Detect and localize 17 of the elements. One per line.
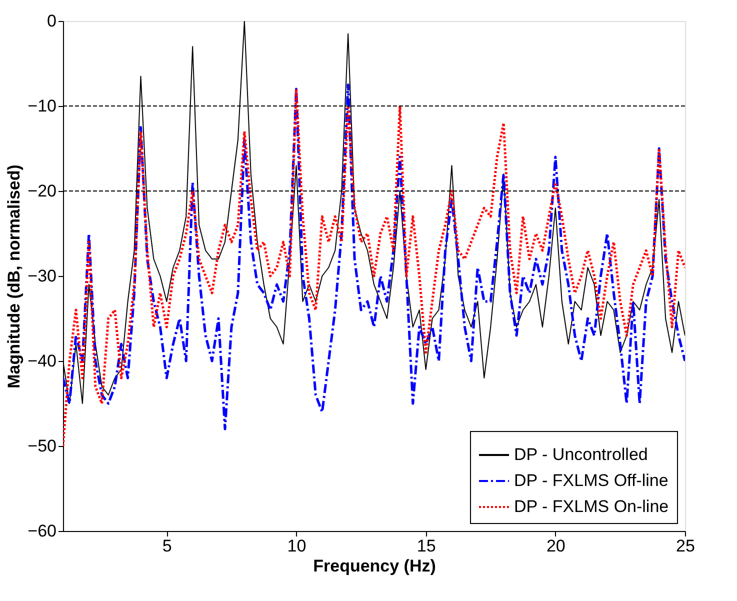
legend-label: DP - Uncontrolled [514, 445, 648, 464]
x-tick-label: 5 [162, 536, 172, 556]
legend-label: DP - FXLMS Off-line [514, 471, 668, 490]
x-tick-label: 15 [416, 536, 436, 556]
x-tick-label: 20 [546, 536, 566, 556]
y-tick-label: −20 [28, 182, 56, 200]
x-axis-title: Frequency (Hz) [313, 556, 436, 576]
y-axis-title: Magnitude (dB, normalised) [4, 164, 24, 388]
y-tick-label: −40 [28, 352, 56, 370]
x-tick-label: 25 [676, 536, 695, 556]
y-tick-label: 0 [47, 12, 56, 30]
x-tick-label: 10 [287, 536, 306, 556]
y-tick-label: −60 [28, 522, 56, 540]
y-tick-label: −50 [28, 436, 56, 456]
legend-label: DP - FXLMS On-line [514, 497, 669, 516]
y-tick-label: −30 [28, 266, 56, 286]
y-tick-label: −10 [28, 96, 56, 116]
